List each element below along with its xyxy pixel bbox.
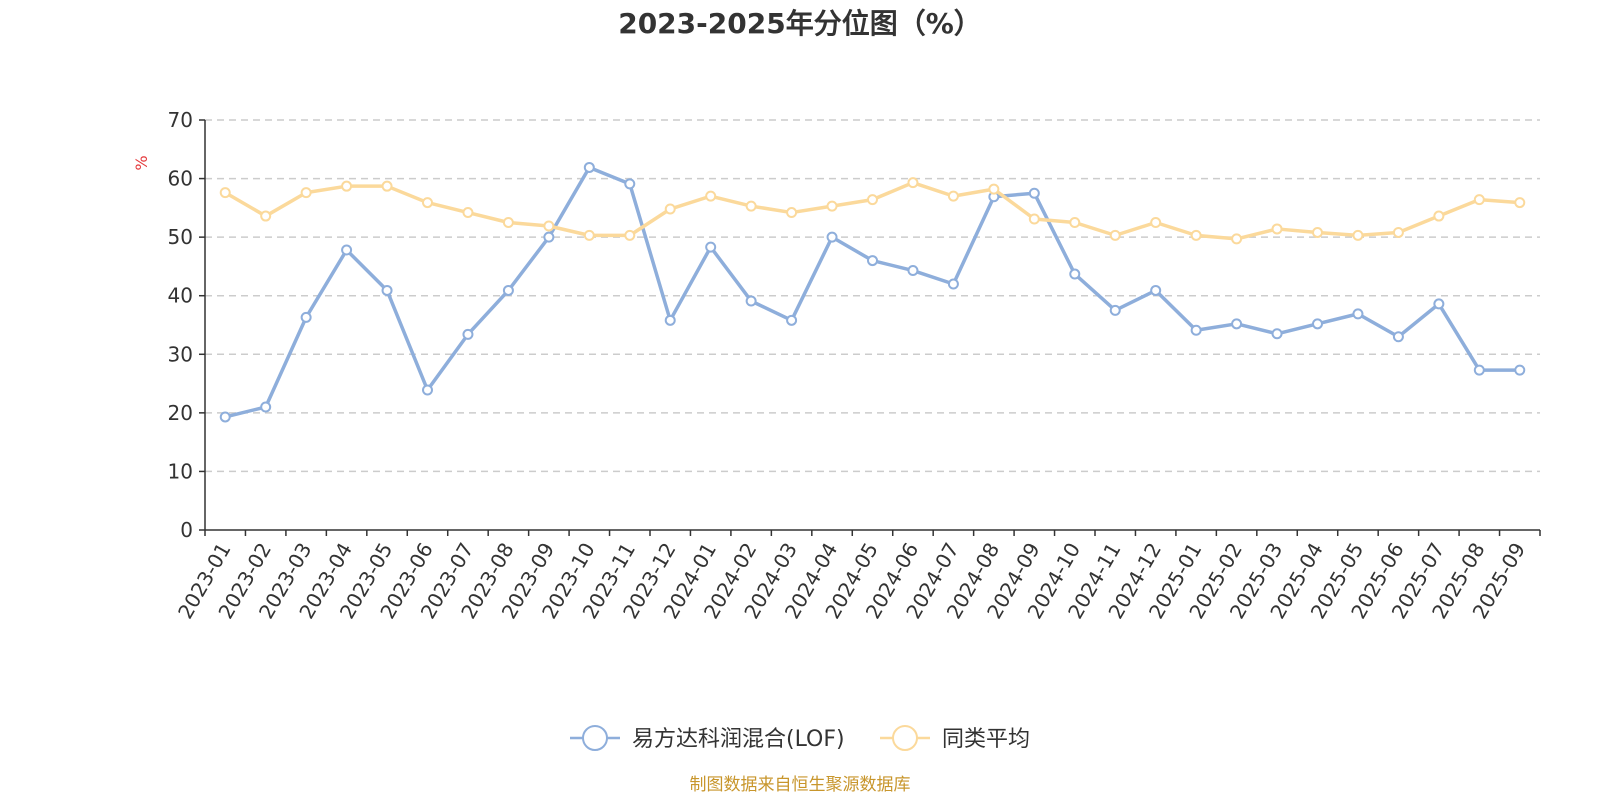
data-point[interactable]: [381, 180, 393, 192]
data-point[interactable]: [1231, 318, 1243, 330]
data-point[interactable]: [664, 203, 676, 215]
x-tick-labels: 2023-012023-022023-032023-042023-052023-…: [173, 539, 1530, 623]
data-point[interactable]: [462, 328, 474, 340]
data-point[interactable]: [341, 244, 353, 256]
series-1: [219, 177, 1526, 245]
data-point[interactable]: [1392, 331, 1404, 343]
data-point[interactable]: [543, 231, 555, 243]
data-point[interactable]: [1433, 298, 1445, 310]
y-tick-label: 10: [168, 459, 193, 483]
data-point[interactable]: [1150, 284, 1162, 296]
data-point[interactable]: [947, 190, 959, 202]
data-point[interactable]: [422, 197, 433, 209]
y-tick-label: 70: [168, 108, 193, 132]
legend-item-1[interactable]: 同类平均: [880, 725, 1030, 752]
y-axis-unit-label: %: [132, 155, 151, 170]
data-point[interactable]: [907, 177, 919, 189]
y-tick-label: 0: [180, 518, 193, 542]
axes: [199, 119, 1541, 536]
y-tick-label: 30: [168, 342, 193, 366]
data-point[interactable]: [1473, 194, 1485, 206]
data-point[interactable]: [664, 314, 676, 326]
data-point[interactable]: [1271, 328, 1283, 340]
data-point[interactable]: [826, 231, 838, 243]
data-point[interactable]: [867, 194, 878, 206]
series-lines: [219, 161, 1526, 423]
legend-marker-icon: [582, 725, 608, 751]
data-point[interactable]: [1231, 233, 1243, 245]
data-point[interactable]: [1109, 229, 1121, 241]
legend-label: 同类平均: [942, 727, 1030, 752]
data-point[interactable]: [260, 210, 272, 222]
data-point[interactable]: [1190, 324, 1202, 336]
data-point[interactable]: [502, 284, 514, 296]
data-point[interactable]: [422, 384, 433, 396]
data-point[interactable]: [1150, 217, 1162, 228]
data-point[interactable]: [1069, 217, 1081, 228]
y-tick-label: 20: [168, 401, 193, 425]
data-point[interactable]: [543, 220, 555, 232]
y-tick-label: 50: [168, 225, 193, 249]
data-point[interactable]: [705, 241, 717, 253]
chart-title: 2023-2025年分位图（%）: [618, 7, 982, 40]
data-point[interactable]: [1514, 197, 1526, 209]
data-point[interactable]: [1352, 229, 1364, 241]
data-point[interactable]: [1352, 308, 1364, 320]
data-point[interactable]: [1312, 318, 1323, 330]
data-point[interactable]: [867, 255, 878, 267]
data-point[interactable]: [1514, 364, 1526, 376]
data-point[interactable]: [583, 229, 595, 241]
data-point[interactable]: [260, 401, 272, 413]
series-line: [224, 180, 1520, 241]
data-point[interactable]: [745, 295, 757, 307]
legend-item-0[interactable]: 易方达科润混合(LOF): [570, 725, 845, 752]
data-point[interactable]: [502, 217, 514, 228]
data-point[interactable]: [907, 265, 919, 277]
data-point[interactable]: [462, 207, 474, 219]
data-point[interactable]: [745, 200, 757, 212]
data-point[interactable]: [947, 278, 959, 290]
data-point[interactable]: [826, 200, 838, 212]
data-point[interactable]: [1069, 268, 1081, 280]
data-point[interactable]: [1433, 210, 1445, 222]
data-point[interactable]: [1190, 229, 1202, 241]
data-point[interactable]: [705, 190, 717, 202]
data-point[interactable]: [219, 187, 231, 199]
data-point[interactable]: [1028, 187, 1040, 199]
data-point[interactable]: [300, 187, 312, 199]
data-point[interactable]: [988, 183, 1000, 195]
y-tick-label: 60: [168, 167, 193, 191]
source-note: 制图数据来自恒生聚源数据库: [690, 775, 911, 795]
data-point[interactable]: [624, 178, 636, 190]
data-point[interactable]: [1473, 364, 1485, 376]
data-point[interactable]: [624, 229, 636, 241]
data-point[interactable]: [1028, 213, 1040, 225]
data-point[interactable]: [583, 161, 595, 173]
data-point[interactable]: [219, 411, 231, 423]
data-point[interactable]: [341, 180, 353, 192]
data-point[interactable]: [381, 284, 393, 296]
y-tick-label: 40: [168, 284, 193, 308]
data-point[interactable]: [300, 311, 312, 323]
legend[interactable]: 易方达科润混合(LOF) 同类平均: [570, 725, 1030, 752]
data-point[interactable]: [1109, 304, 1121, 316]
series-0: [219, 161, 1526, 423]
data-point[interactable]: [786, 207, 798, 219]
legend-marker-icon: [892, 725, 918, 751]
y-tick-labels: 0 10 20 30 40 50 60 70: [168, 108, 193, 542]
data-point[interactable]: [1271, 223, 1283, 235]
legend-label: 易方达科润混合(LOF): [632, 727, 845, 752]
data-point[interactable]: [1312, 226, 1323, 238]
data-point[interactable]: [1392, 226, 1404, 238]
data-point[interactable]: [786, 314, 798, 326]
grid-lines: [205, 119, 1540, 473]
